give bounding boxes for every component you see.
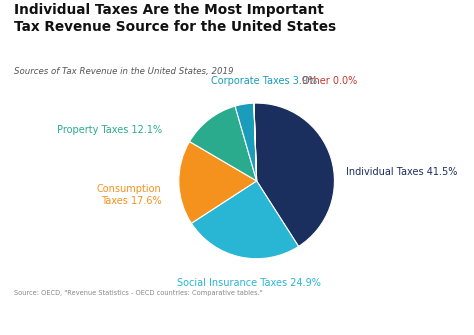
Text: Corporate Taxes 3.9%: Corporate Taxes 3.9% xyxy=(211,76,318,86)
Wedge shape xyxy=(235,103,256,181)
Wedge shape xyxy=(190,106,256,181)
Text: Source: OECD, "Revenue Statistics - OECD countries: Comparative tables.": Source: OECD, "Revenue Statistics - OECD… xyxy=(14,290,263,296)
Wedge shape xyxy=(191,181,299,259)
Text: Individual Taxes Are the Most Important
Tax Revenue Source for the United States: Individual Taxes Are the Most Important … xyxy=(14,3,337,34)
Wedge shape xyxy=(254,103,335,247)
Text: Sources of Tax Revenue in the United States, 2019: Sources of Tax Revenue in the United Sta… xyxy=(14,67,234,76)
Text: @TaxFoundation: @TaxFoundation xyxy=(390,316,465,325)
Text: Consumption
Taxes 17.6%: Consumption Taxes 17.6% xyxy=(97,184,162,206)
Wedge shape xyxy=(179,142,256,223)
Wedge shape xyxy=(254,103,256,181)
Text: TAX FOUNDATION: TAX FOUNDATION xyxy=(9,316,113,326)
Text: Social Insurance Taxes 24.9%: Social Insurance Taxes 24.9% xyxy=(177,278,321,288)
Text: Other 0.0%: Other 0.0% xyxy=(302,76,357,86)
Text: Property Taxes 12.1%: Property Taxes 12.1% xyxy=(56,125,162,135)
Text: Individual Taxes 41.5%: Individual Taxes 41.5% xyxy=(346,166,457,177)
